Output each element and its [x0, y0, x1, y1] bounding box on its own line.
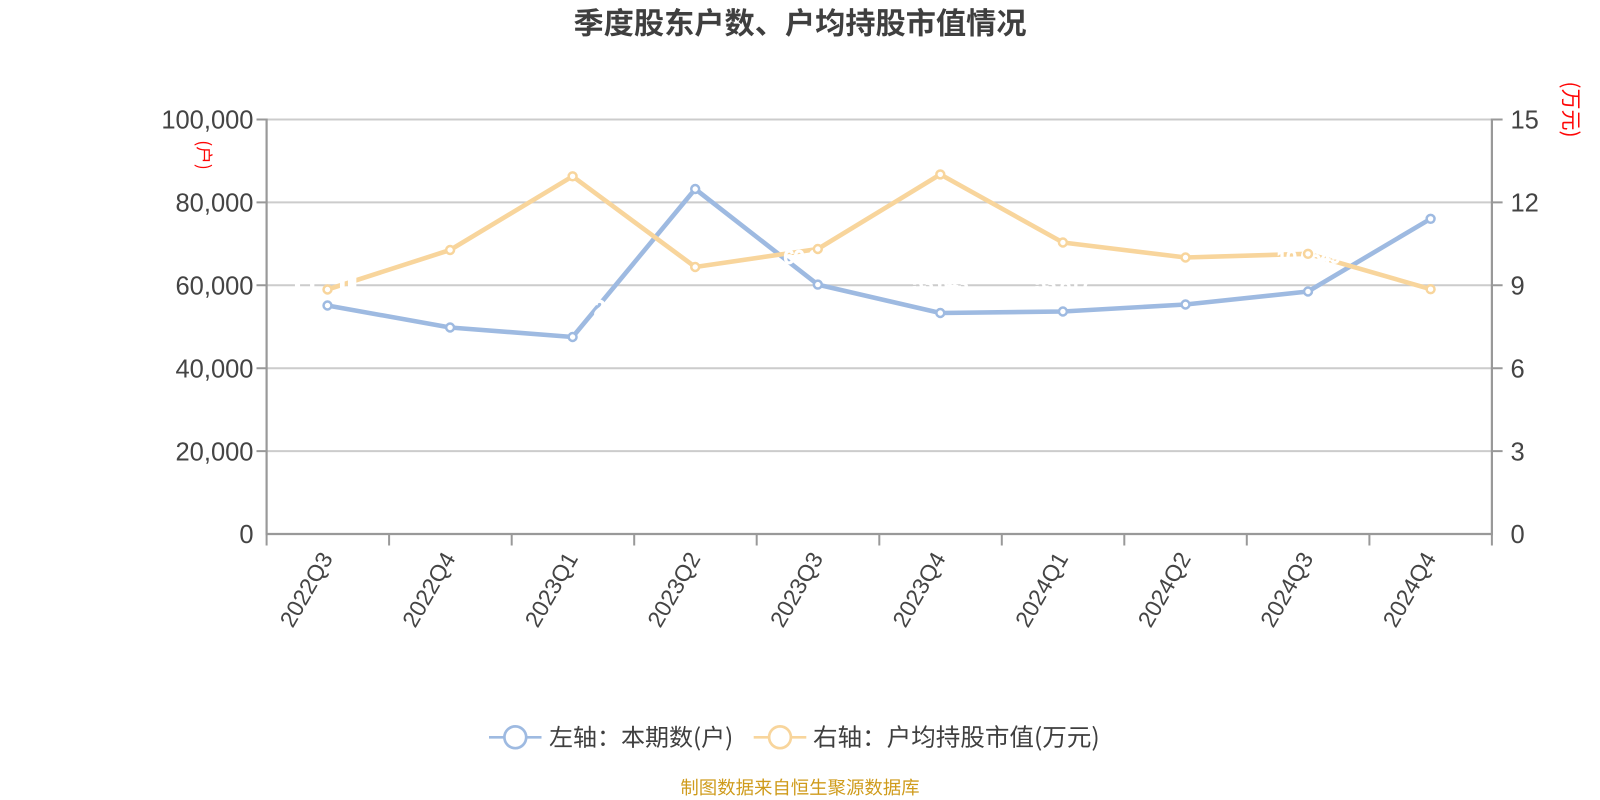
svg-text:2022Q3: 2022Q3 — [274, 548, 337, 632]
svg-text:2023Q3: 2023Q3 — [765, 548, 828, 632]
svg-text:2024Q3: 2024Q3 — [1255, 548, 1318, 632]
svg-text:9: 9 — [1511, 273, 1525, 301]
svg-text:15: 15 — [1511, 107, 1539, 135]
svg-text:2024Q2: 2024Q2 — [1132, 548, 1195, 632]
svg-text:2024Q4: 2024Q4 — [1377, 547, 1441, 631]
svg-text:40,000: 40,000 — [176, 355, 254, 383]
svg-text:12: 12 — [1511, 190, 1539, 218]
svg-text:0: 0 — [1511, 521, 1525, 549]
svg-text:0: 0 — [239, 521, 253, 549]
svg-text:100,000: 100,000 — [161, 107, 253, 135]
svg-text:80,000: 80,000 — [176, 190, 254, 218]
svg-text:2: 2 — [594, 298, 605, 320]
svg-text:2024Q1: 2024Q1 — [1010, 548, 1073, 632]
svg-text:3: 3 — [1511, 438, 1525, 466]
svg-text:2022Q4: 2022Q4 — [397, 547, 461, 631]
svg-text:2023Q1: 2023Q1 — [519, 548, 582, 632]
svg-text:2023Q4: 2023Q4 — [887, 547, 951, 631]
svg-text:53,643: 53,643 — [913, 274, 968, 294]
svg-text:60,000: 60,000 — [176, 273, 254, 301]
svg-text:60,306: 60,306 — [784, 247, 841, 268]
svg-text:2023Q2: 2023Q2 — [642, 548, 705, 632]
svg-text:6: 6 — [1511, 355, 1525, 383]
svg-text:20,000: 20,000 — [176, 438, 254, 466]
svg-text:53,817: 53,817 — [1035, 274, 1090, 294]
